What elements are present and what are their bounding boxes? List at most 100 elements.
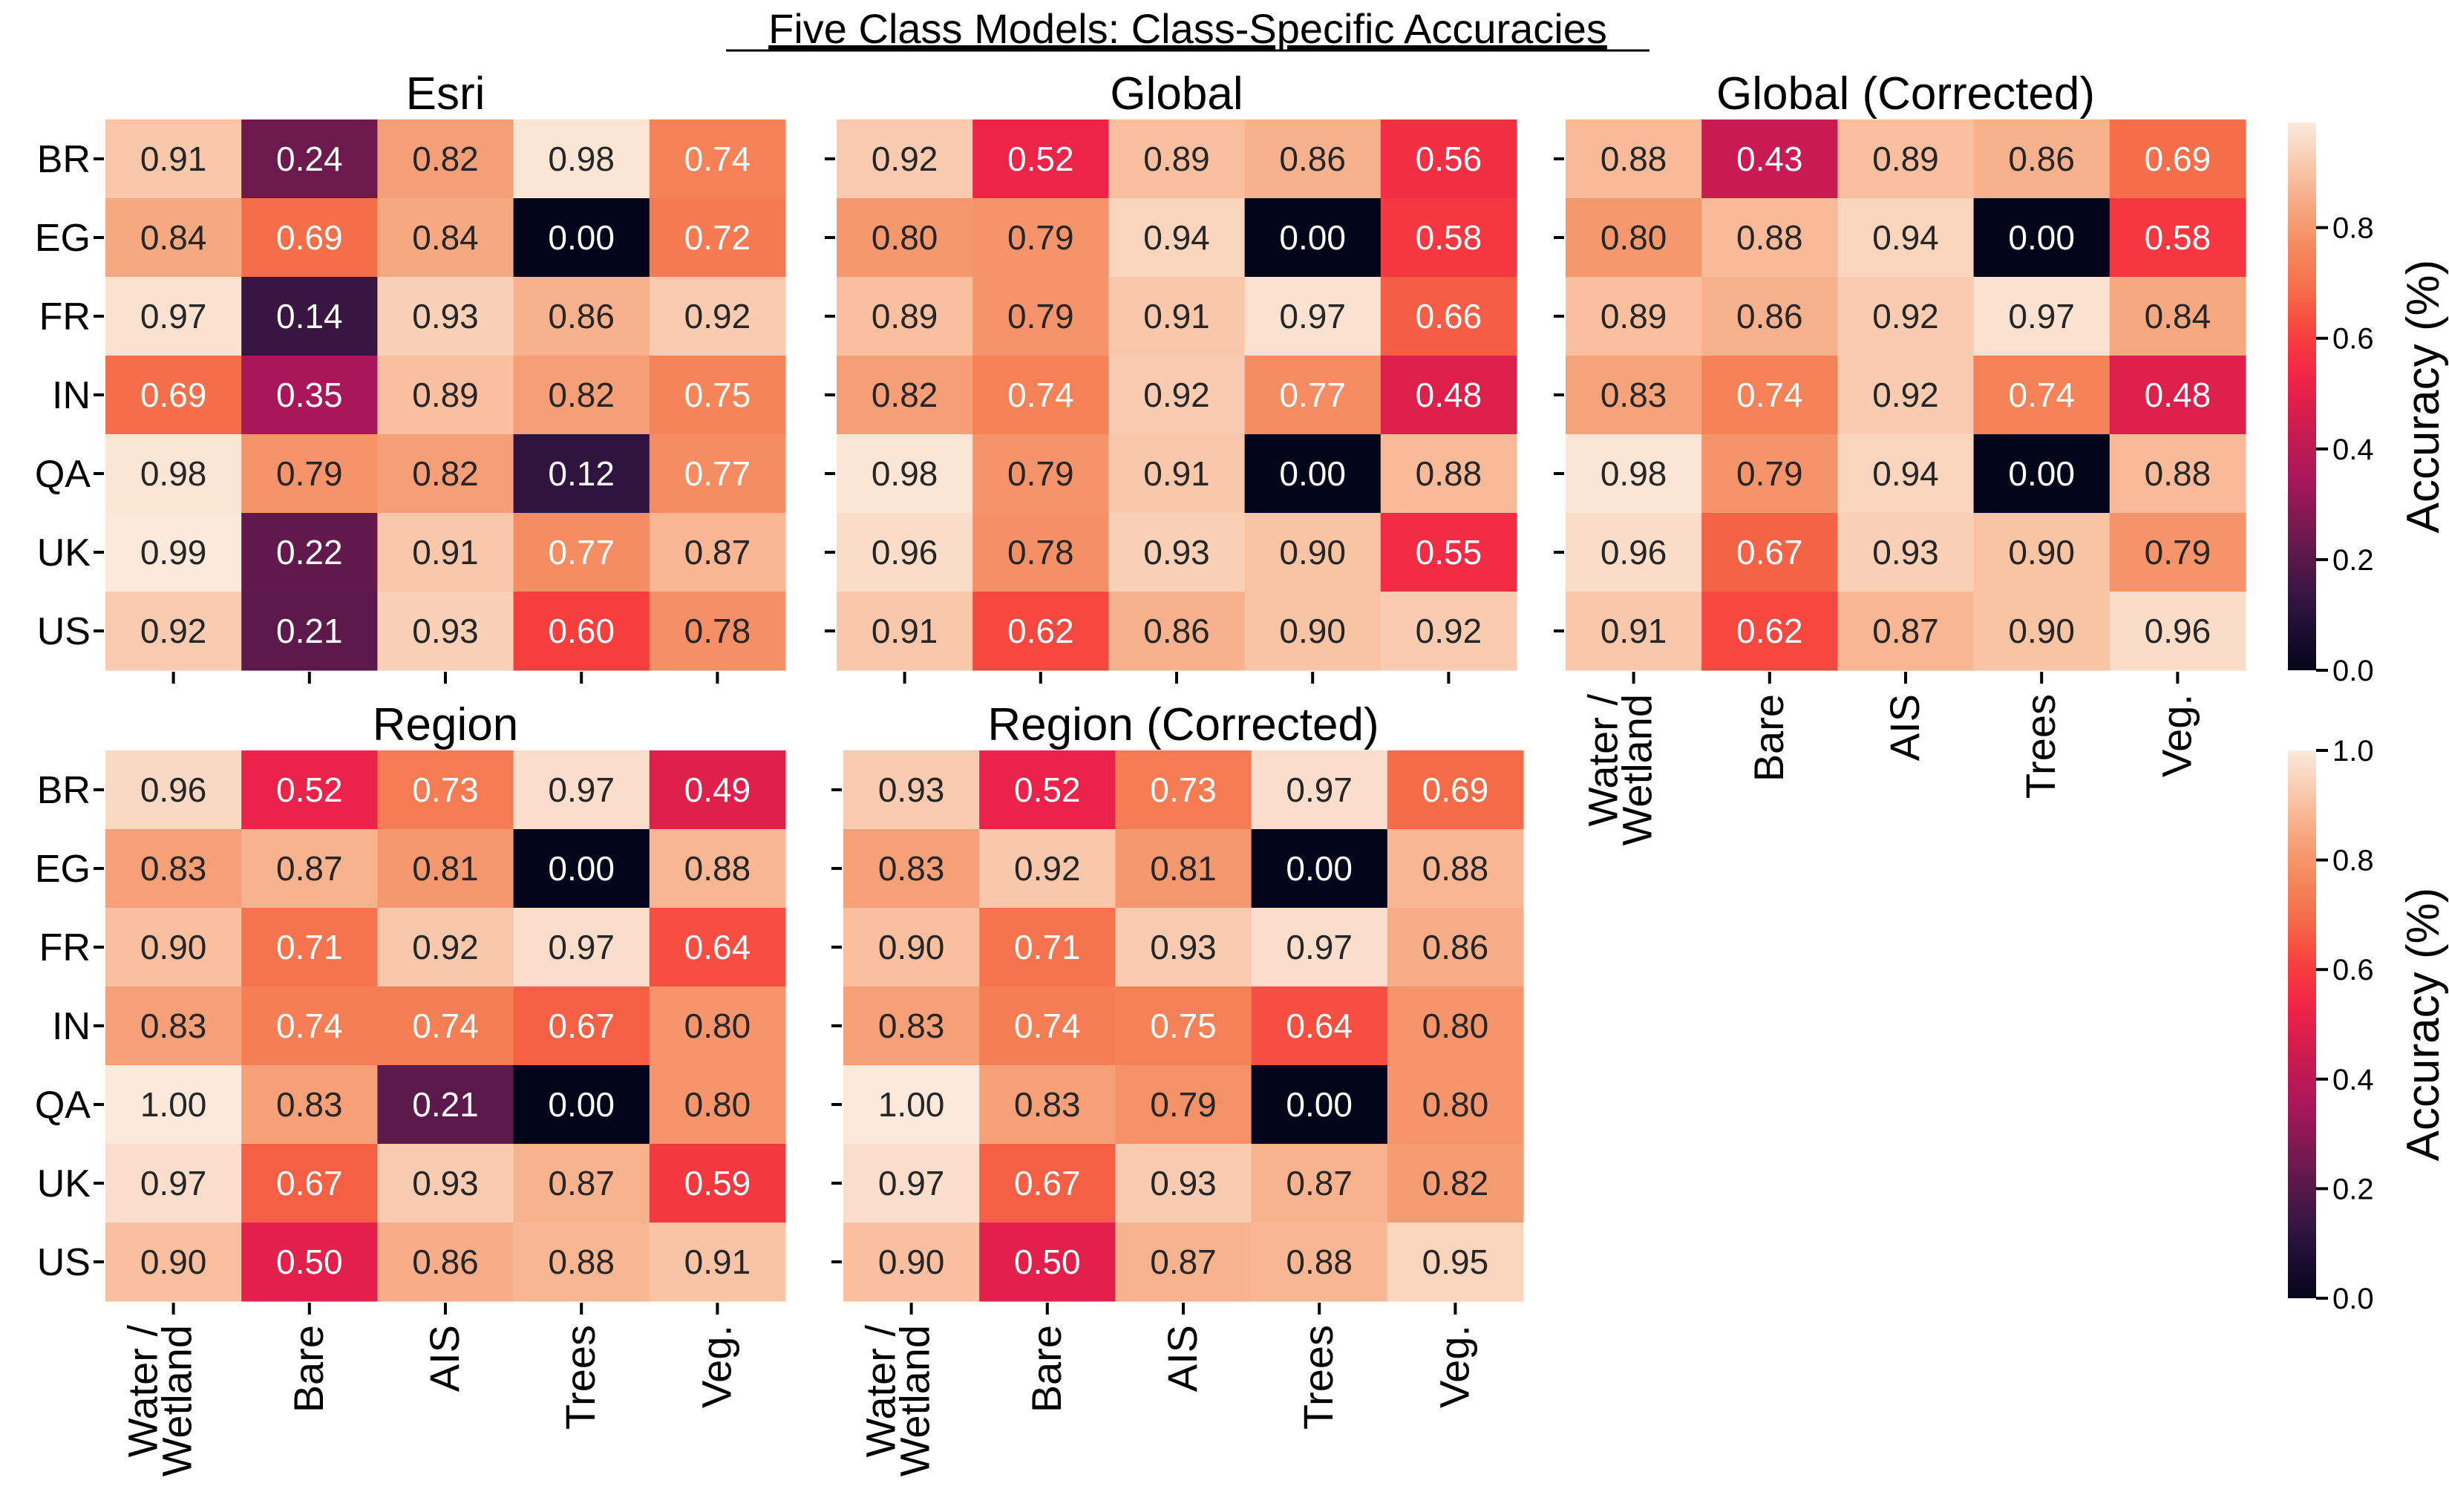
heatmap-cell bbox=[1115, 986, 1252, 1066]
heatmap-cell bbox=[1108, 434, 1246, 514]
colorbar: 0.0 0.2 0.4 0.6 0.8 Accuracy (%) bbox=[2288, 122, 2449, 687]
cell-value-label: 0.00 bbox=[548, 1085, 615, 1124]
heatmap-cell bbox=[1380, 434, 1517, 514]
heatmap-cell bbox=[972, 198, 1109, 278]
cell-value-label: 0.69 bbox=[276, 218, 343, 257]
heatmap-cell bbox=[1380, 592, 1517, 671]
cell-value-label: 0.91 bbox=[412, 533, 479, 572]
row-label: EG bbox=[35, 848, 91, 891]
cell-value-label: 0.88 bbox=[1286, 1243, 1353, 1281]
cell-value-label: 1.00 bbox=[140, 1085, 207, 1124]
heatmap-cell bbox=[1115, 1223, 1252, 1302]
panel-title: Global bbox=[1110, 68, 1243, 120]
cell-value-label: 0.79 bbox=[1736, 454, 1803, 493]
heatmap-cell bbox=[1108, 198, 1246, 278]
cell-value-label: 0.80 bbox=[1422, 1007, 1489, 1045]
cell-value-label: 0.79 bbox=[1150, 1085, 1217, 1124]
cell-value-label: 0.93 bbox=[878, 770, 945, 809]
cell-value-label: 0.66 bbox=[1416, 297, 1482, 336]
heatmap-cell bbox=[837, 434, 973, 514]
heatmap-cell bbox=[377, 120, 514, 199]
cell-value-label: 0.64 bbox=[684, 928, 751, 966]
cell-value-label: 0.00 bbox=[548, 218, 615, 257]
heatmap-cell bbox=[1701, 592, 1838, 671]
cell-value-label: 0.93 bbox=[412, 612, 479, 650]
row-label: IN bbox=[52, 374, 91, 417]
heatmap-cell bbox=[377, 198, 514, 278]
heatmap-panel: Global 0.92 0.52 0.89 0.86 0.56 0.80 0.79 0.94 0.… bbox=[825, 68, 1517, 684]
cell-value-label: 0.59 bbox=[684, 1164, 751, 1202]
cell-value-label: 0.88 bbox=[548, 1243, 615, 1281]
cell-value-label: 0.82 bbox=[872, 376, 938, 414]
column-label: Veg. bbox=[1431, 1325, 1477, 1408]
column-label: Water /Wetland bbox=[857, 1325, 938, 1477]
cell-value-label: 0.86 bbox=[1736, 297, 1803, 336]
heatmap-cell bbox=[377, 1065, 514, 1145]
column-label-line: Veg. bbox=[2153, 694, 2200, 777]
heatmap-cell bbox=[241, 986, 378, 1066]
heatmap-cell bbox=[377, 434, 514, 514]
heatmap-cell bbox=[1566, 592, 1702, 671]
column-label-line: Wetland bbox=[892, 1325, 938, 1476]
cell-value-label: 0.96 bbox=[140, 770, 207, 809]
column-label: Bare bbox=[1745, 694, 1792, 782]
cell-value-label: 0.92 bbox=[412, 928, 479, 966]
cell-value-label: 0.74 bbox=[1736, 376, 1803, 414]
cell-value-label: 0.79 bbox=[276, 454, 343, 493]
heatmap-cell bbox=[105, 277, 242, 356]
heatmap-cell bbox=[1115, 1144, 1252, 1223]
heatmap-cell bbox=[843, 1223, 980, 1302]
column-label-line: Bare bbox=[1745, 694, 1792, 782]
cell-value-label: 0.92 bbox=[872, 140, 938, 178]
heatmap-cell bbox=[1108, 513, 1246, 592]
heatmap-cell bbox=[1387, 908, 1524, 987]
heatmap-cell bbox=[241, 1065, 378, 1145]
cell-value-label: 0.97 bbox=[1279, 297, 1346, 336]
cell-value-label: 0.48 bbox=[2145, 376, 2211, 414]
cell-value-label: 0.62 bbox=[1736, 612, 1803, 650]
heatmap-cell bbox=[843, 1144, 980, 1223]
cell-value-label: 0.83 bbox=[878, 849, 945, 888]
heatmap-cell bbox=[979, 750, 1116, 830]
heatmap-cell bbox=[1251, 1223, 1388, 1302]
column-label-line: Wetland bbox=[154, 1325, 200, 1476]
cell-value-label: 0.48 bbox=[1416, 376, 1482, 414]
heatmap-cell bbox=[2109, 434, 2246, 514]
column-label-line: Bare bbox=[285, 1325, 332, 1413]
cell-value-label: 0.90 bbox=[140, 928, 207, 966]
heatmap-cell bbox=[1244, 592, 1382, 671]
cell-value-label: 0.97 bbox=[548, 928, 615, 966]
heatmap-cell bbox=[2109, 277, 2246, 356]
cell-value-label: 0.73 bbox=[1150, 770, 1217, 809]
heatmap-cell bbox=[1115, 750, 1252, 830]
row-label: FR bbox=[39, 295, 91, 338]
colorbar-tick-label: 0.8 bbox=[2332, 845, 2374, 877]
cell-value-label: 0.88 bbox=[1416, 454, 1482, 493]
cell-value-label: 0.00 bbox=[1279, 454, 1346, 493]
heatmap-cell bbox=[649, 356, 786, 435]
cell-value-label: 0.90 bbox=[2008, 533, 2075, 572]
heatmap-cell bbox=[105, 986, 242, 1066]
heatmap-panel: Region (Corrected) 0.93 0.52 0.73 0.97 0.69 0.… bbox=[831, 699, 1524, 1476]
cell-value-label: 0.55 bbox=[1416, 533, 1482, 572]
colorbar-label: Accuracy (%) bbox=[2398, 260, 2449, 534]
cell-value-label: 0.22 bbox=[276, 533, 343, 572]
cell-value-label: 0.87 bbox=[1150, 1243, 1217, 1281]
heatmap-cell bbox=[241, 750, 378, 830]
heatmap-cell bbox=[843, 750, 980, 830]
row-label: BR bbox=[37, 769, 91, 812]
cell-value-label: 0.83 bbox=[1600, 376, 1667, 414]
heatmap-cell bbox=[2109, 356, 2246, 435]
heatmap-cell bbox=[837, 513, 973, 592]
heatmap-cell bbox=[377, 908, 514, 987]
heatmap-cell bbox=[1566, 277, 1702, 356]
cell-value-label: 0.12 bbox=[548, 454, 615, 493]
heatmap-cell bbox=[1380, 513, 1517, 592]
heatmap-cell bbox=[513, 198, 650, 278]
heatmap-cell bbox=[1244, 120, 1382, 199]
heatmap-cell bbox=[979, 1065, 1116, 1145]
cell-value-label: 0.98 bbox=[140, 454, 207, 493]
cell-value-label: 0.87 bbox=[1872, 612, 1939, 650]
column-label: Water /Wetland bbox=[120, 1325, 200, 1477]
